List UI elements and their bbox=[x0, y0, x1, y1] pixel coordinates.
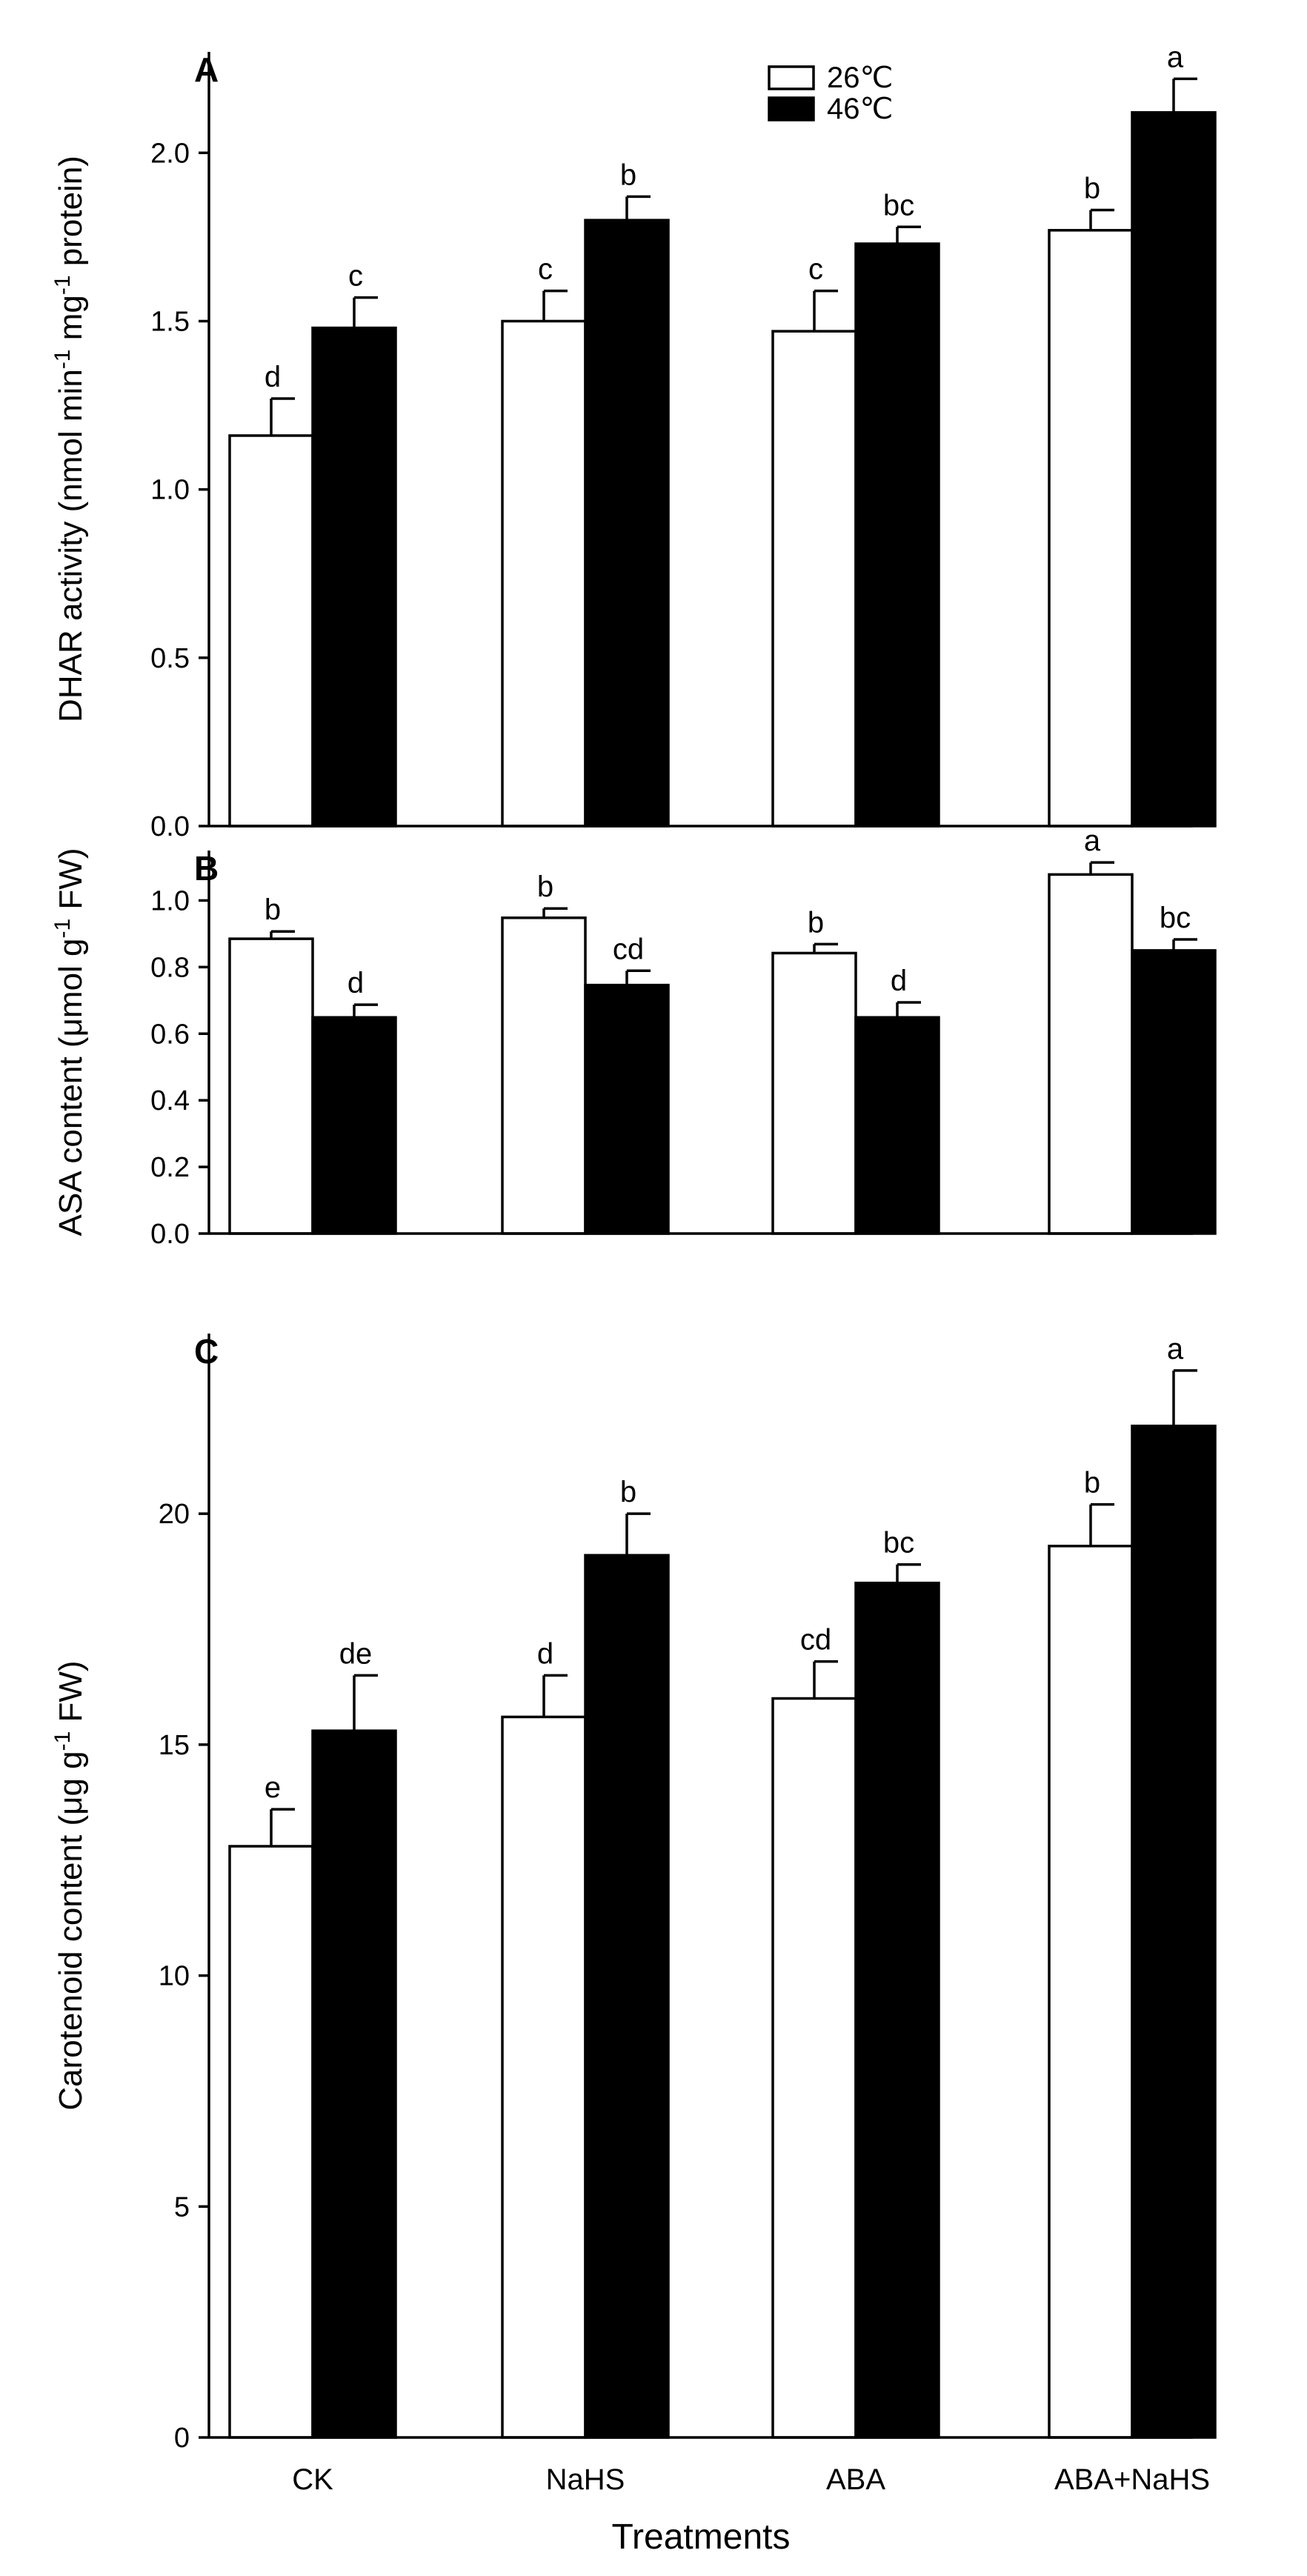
y-axis-label-part: FW) bbox=[53, 1660, 89, 1731]
significance-letter: c bbox=[808, 253, 823, 286]
bar-c-26c-aba bbox=[771, 1697, 857, 2439]
y-axis-label: DHAR activity (nmol min-1 mg-1 protein) bbox=[50, 156, 89, 722]
y-tick-label: 1.5 bbox=[150, 306, 190, 337]
y-tick-label: 0.4 bbox=[150, 1085, 190, 1116]
significance-letter: e bbox=[265, 1771, 281, 1804]
panel-b: 0.0 0.2 0.4 0.6 0.8 1.0B ASA content (μmol g-1… bbox=[50, 825, 1217, 1250]
y-tick-label: 15 bbox=[159, 1730, 190, 1761]
significance-letter: a bbox=[1084, 825, 1101, 857]
bar-a-26c-nahs bbox=[501, 319, 587, 828]
bar-b-26c-nahs bbox=[501, 916, 587, 1235]
significance-letter: b bbox=[620, 1476, 636, 1508]
significance-letter: d bbox=[347, 967, 364, 999]
y-tick-label: 10 bbox=[159, 1961, 190, 1992]
y-tick-label: 5 bbox=[174, 2191, 190, 2223]
bar-c-26c-aba-nahs bbox=[1048, 1545, 1134, 2439]
significance-letter: de bbox=[339, 1637, 373, 1670]
significance-letter: d bbox=[265, 361, 281, 393]
bar-b-26c-ck bbox=[228, 937, 314, 1235]
y-tick-label: 0.8 bbox=[150, 952, 190, 983]
x-axis-label: Treatments bbox=[612, 2517, 791, 2557]
significance-letter: d bbox=[891, 965, 907, 997]
significance-letter: b bbox=[1084, 1467, 1100, 1500]
significance-letter: b bbox=[265, 893, 281, 926]
y-tick-label: 1.0 bbox=[150, 475, 190, 506]
panel-label: B bbox=[194, 849, 219, 888]
significance-letter: c bbox=[348, 260, 363, 293]
bar-c-46c-ck bbox=[311, 1729, 397, 2439]
y-tick-label: 0.6 bbox=[150, 1019, 190, 1050]
legend-label: 46℃ bbox=[827, 93, 893, 125]
bar-c-26c-ck bbox=[228, 1845, 314, 2439]
panel-c: 0 5 10 15 20 C Carotenoid content (μg g-1 FW) e… bbox=[50, 1332, 1217, 2557]
x-tick-label: CK bbox=[292, 2463, 333, 2496]
significance-letter: b bbox=[620, 159, 636, 191]
legend-label: 26℃ bbox=[827, 61, 893, 94]
y-axis-label-part: DHAR activity (nmol min bbox=[53, 369, 89, 722]
bar-c-26c-nahs bbox=[501, 1715, 587, 2439]
panel-label: C bbox=[194, 1332, 219, 1371]
bar-c-46c-nahs bbox=[584, 1554, 670, 2439]
y-tick-label: 2.0 bbox=[150, 138, 190, 169]
y-axis-label-superscript: -1 bbox=[50, 919, 75, 939]
significance-letter: b bbox=[808, 906, 824, 939]
y-axis-label-part: FW) bbox=[53, 848, 89, 919]
y-tick-label: 1.0 bbox=[150, 885, 190, 916]
y-axis-label-superscript: -1 bbox=[50, 275, 75, 295]
panel-label: A bbox=[194, 50, 219, 89]
significance-letter: bc bbox=[1160, 902, 1191, 934]
bar-c-46c-aba bbox=[854, 1581, 940, 2439]
bar-a-46c-aba-nahs bbox=[1131, 111, 1217, 828]
bar-a-26c-aba bbox=[771, 330, 857, 828]
y-tick-label: 20 bbox=[159, 1499, 190, 1530]
significance-letter: a bbox=[1167, 1333, 1184, 1365]
y-axis-label-part: ASA content (μmol g bbox=[53, 938, 89, 1236]
bar-b-46c-aba-nahs bbox=[1131, 949, 1217, 1235]
bar-b-26c-aba bbox=[771, 951, 857, 1235]
bar-a-26c-ck bbox=[228, 434, 314, 828]
significance-letter: a bbox=[1167, 41, 1184, 73]
significance-letter: d bbox=[537, 1637, 553, 1670]
y-axis-label-superscript: -1 bbox=[50, 350, 75, 370]
significance-letter: bc bbox=[883, 1527, 914, 1560]
significance-letter: b bbox=[1084, 173, 1100, 205]
y-tick-label: 0.2 bbox=[150, 1152, 190, 1183]
legend-swatch bbox=[768, 96, 815, 122]
x-tick-label: NaHS bbox=[546, 2463, 625, 2496]
bar-b-46c-nahs bbox=[584, 983, 670, 1235]
y-tick-label: 0.0 bbox=[150, 811, 190, 842]
y-tick-label: 0.5 bbox=[150, 643, 190, 674]
legend-swatch bbox=[768, 65, 815, 90]
bar-c-46c-aba-nahs bbox=[1131, 1424, 1217, 2439]
x-tick-label: ABA bbox=[826, 2463, 885, 2496]
significance-letter: b bbox=[537, 871, 553, 903]
y-axis-label-superscript: -1 bbox=[50, 1731, 75, 1751]
y-tick-label: 0 bbox=[174, 2423, 190, 2454]
x-tick-label: ABA+NaHS bbox=[1054, 2463, 1210, 2496]
y-axis-label-part: Carotenoid content (μg g bbox=[53, 1751, 89, 2110]
bar-a-26c-aba-nahs bbox=[1048, 229, 1134, 828]
bar-b-26c-aba-nahs bbox=[1048, 873, 1134, 1235]
y-tick-label: 0.0 bbox=[150, 1219, 190, 1250]
bar-b-46c-ck bbox=[311, 1016, 397, 1235]
y-axis-label: ASA content (μmol g-1 FW) bbox=[50, 848, 89, 1237]
bar-b-46c-aba bbox=[854, 1016, 940, 1235]
significance-letter: cd bbox=[800, 1624, 831, 1657]
y-axis-label: Carotenoid content (μg g-1 FW) bbox=[50, 1660, 89, 2110]
bar-a-46c-nahs bbox=[584, 219, 670, 828]
significance-letter: cd bbox=[613, 933, 644, 965]
bar-a-46c-aba bbox=[854, 242, 940, 828]
significance-letter: bc bbox=[883, 189, 914, 222]
bar-a-46c-ck bbox=[311, 326, 397, 828]
significance-letter: c bbox=[538, 253, 553, 286]
y-axis-label-part: protein) bbox=[53, 156, 89, 275]
y-axis-label-part: mg bbox=[53, 295, 89, 349]
